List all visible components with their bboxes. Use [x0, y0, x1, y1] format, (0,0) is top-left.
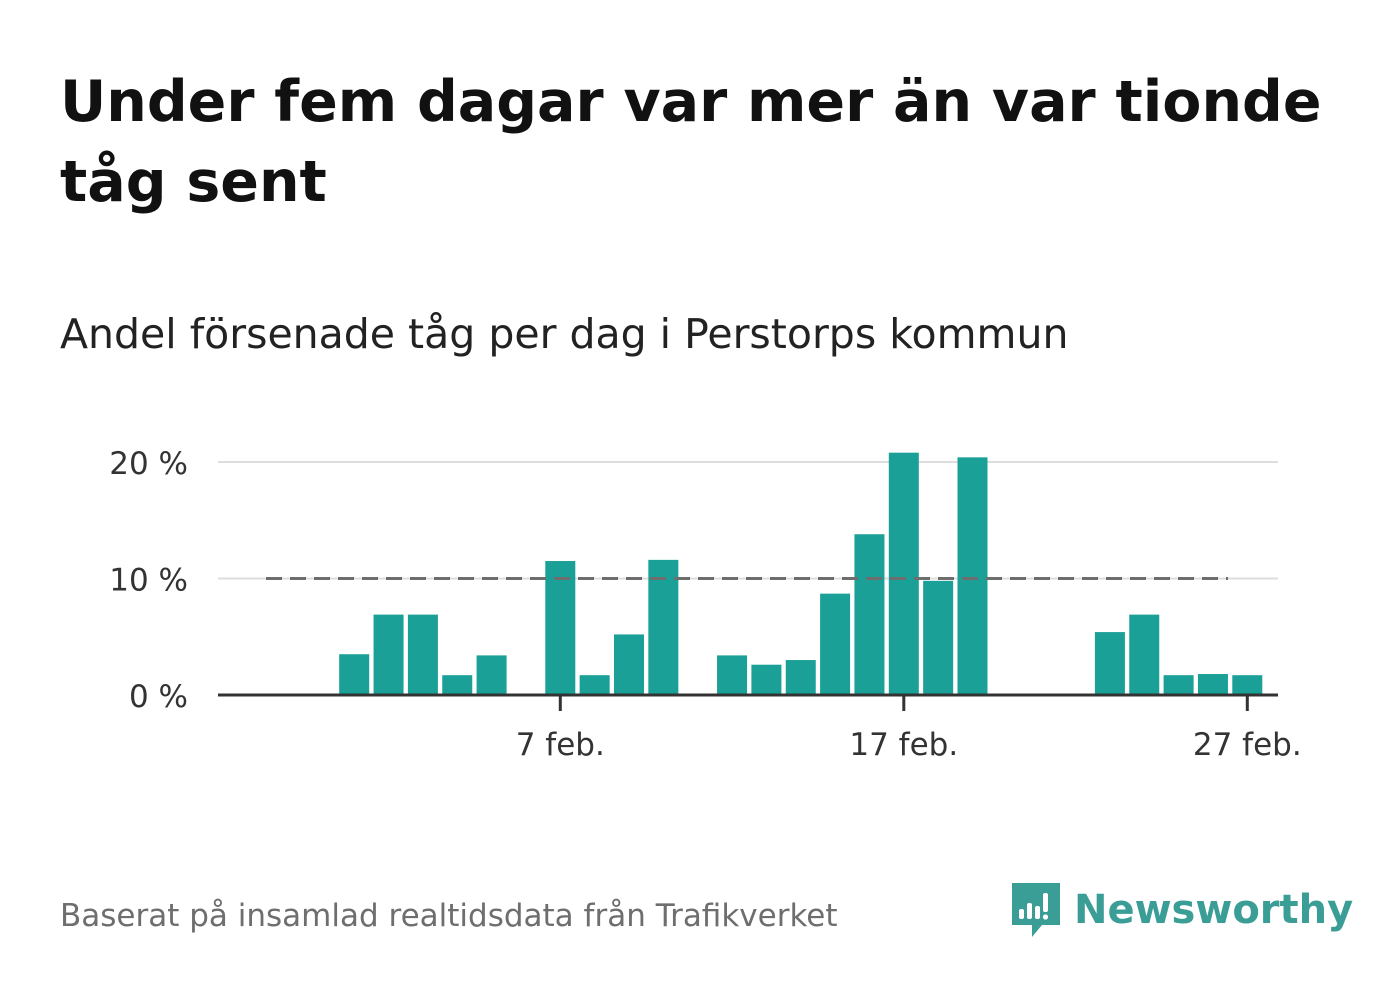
brand-logo: Newsworthy	[1008, 878, 1353, 942]
bar	[339, 654, 370, 695]
bar	[1094, 632, 1125, 695]
bar	[820, 593, 851, 695]
bar	[373, 614, 404, 695]
y-tick-label: 10 %	[109, 563, 188, 599]
bar	[1129, 614, 1160, 695]
bar	[923, 580, 954, 695]
chart-subtitle: Andel försenade tåg per dag i Perstorps …	[60, 310, 1069, 358]
bar	[545, 561, 576, 695]
source-note: Baserat på insamlad realtidsdata från Tr…	[60, 898, 838, 934]
bar	[888, 452, 919, 695]
bar	[1197, 674, 1228, 695]
newsworthy-logo-icon	[1012, 883, 1060, 937]
bar	[1232, 675, 1263, 695]
bar	[1163, 675, 1194, 695]
bar	[476, 655, 507, 695]
bar	[648, 559, 679, 695]
x-tick-label: 17 feb.	[849, 727, 958, 763]
bar	[854, 534, 885, 695]
bar	[442, 675, 473, 695]
y-tick-label: 20 %	[109, 446, 188, 482]
bar	[579, 675, 610, 695]
bar	[407, 614, 438, 695]
bar	[717, 655, 748, 695]
y-tick-label: 0 %	[129, 679, 188, 715]
chart-title: Under fem dagar var mer än var tionde tå…	[60, 69, 1322, 215]
bar	[751, 664, 782, 695]
x-tick-label: 7 feb.	[516, 727, 605, 763]
bar	[957, 457, 988, 695]
brand-name: Newsworthy	[1074, 887, 1354, 933]
bar-chart: 0 % 10 % 20 % 7 feb. 17 feb. 27 feb.	[109, 446, 1302, 763]
x-tick-label: 27 feb.	[1193, 727, 1302, 763]
bar	[785, 660, 816, 695]
bar	[614, 634, 644, 695]
